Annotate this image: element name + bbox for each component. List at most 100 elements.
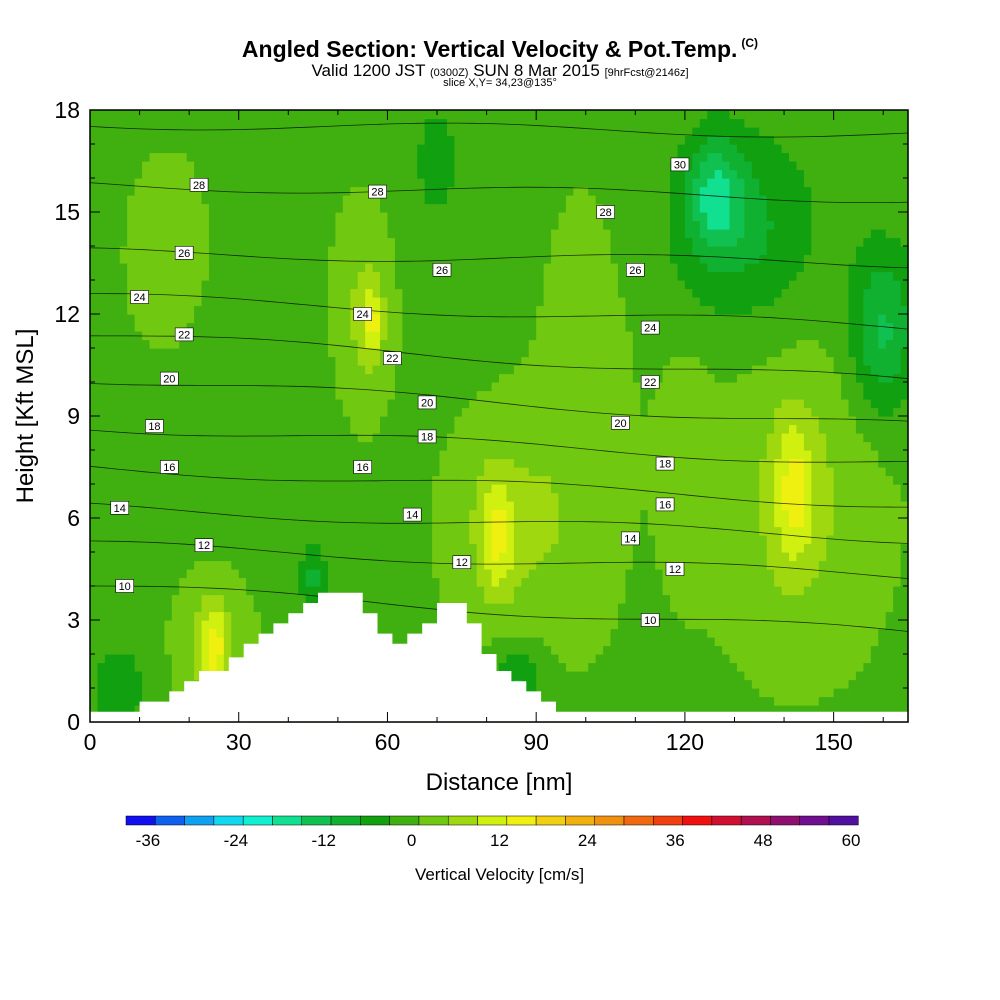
velocity-cell bbox=[670, 705, 679, 715]
velocity-cell bbox=[476, 526, 485, 536]
velocity-cell bbox=[543, 399, 552, 409]
velocity-cell bbox=[223, 373, 232, 383]
velocity-cell bbox=[900, 671, 909, 681]
velocity-cell bbox=[439, 586, 448, 596]
velocity-cell bbox=[603, 569, 612, 579]
velocity-cell bbox=[803, 543, 812, 553]
velocity-cell bbox=[707, 424, 716, 434]
velocity-cell bbox=[201, 331, 210, 341]
velocity-cell bbox=[134, 560, 143, 570]
velocity-cell bbox=[744, 705, 753, 715]
velocity-cell bbox=[253, 373, 262, 383]
velocity-cell bbox=[409, 424, 418, 434]
velocity-cell bbox=[261, 365, 270, 375]
velocity-cell bbox=[380, 390, 389, 400]
velocity-cell bbox=[104, 373, 113, 383]
velocity-cell bbox=[841, 509, 850, 519]
velocity-cell bbox=[298, 501, 307, 511]
velocity-cell bbox=[878, 671, 887, 681]
velocity-cell bbox=[223, 611, 232, 621]
velocity-cell bbox=[729, 679, 738, 689]
velocity-cell bbox=[848, 348, 857, 358]
velocity-cell bbox=[863, 637, 872, 647]
velocity-cell bbox=[870, 390, 879, 400]
velocity-cell bbox=[335, 535, 344, 545]
velocity-cell bbox=[699, 484, 708, 494]
velocity-cell bbox=[499, 450, 508, 460]
velocity-cell bbox=[751, 611, 760, 621]
velocity-cell bbox=[476, 467, 485, 477]
velocity-cell bbox=[194, 416, 203, 426]
velocity-cell bbox=[759, 433, 768, 443]
velocity-cell bbox=[223, 331, 232, 341]
velocity-cell bbox=[699, 577, 708, 587]
velocity-cell bbox=[736, 620, 745, 630]
velocity-cell bbox=[625, 586, 634, 596]
velocity-cell bbox=[439, 594, 448, 604]
velocity-cell bbox=[417, 560, 426, 570]
velocity-cell bbox=[491, 526, 500, 536]
velocity-cell bbox=[283, 484, 292, 494]
velocity-cell bbox=[342, 365, 351, 375]
velocity-cell bbox=[722, 594, 731, 604]
velocity-cell bbox=[803, 654, 812, 664]
velocity-cell bbox=[632, 620, 641, 630]
velocity-cell bbox=[179, 475, 188, 485]
velocity-cell bbox=[491, 433, 500, 443]
velocity-cell bbox=[893, 679, 902, 689]
velocity-cell bbox=[848, 620, 857, 630]
velocity-cell bbox=[238, 628, 247, 638]
velocity-cell bbox=[536, 407, 545, 417]
velocity-cell bbox=[208, 382, 218, 392]
velocity-cell bbox=[878, 705, 887, 715]
velocity-cell bbox=[484, 348, 493, 358]
velocity-cell bbox=[231, 458, 240, 468]
velocity-cell bbox=[313, 424, 322, 434]
velocity-cell bbox=[632, 552, 641, 562]
velocity-cell bbox=[313, 407, 322, 417]
velocity-cell bbox=[692, 484, 701, 494]
velocity-cell bbox=[208, 416, 218, 426]
velocity-cell bbox=[565, 679, 574, 689]
velocity-cell bbox=[372, 535, 381, 545]
velocity-cell bbox=[499, 611, 508, 621]
velocity-cell bbox=[469, 356, 478, 366]
velocity-cell bbox=[97, 552, 106, 562]
velocity-cell bbox=[394, 518, 403, 528]
velocity-cell bbox=[335, 433, 344, 443]
velocity-cell bbox=[194, 339, 203, 349]
velocity-cell bbox=[744, 628, 753, 638]
velocity-cell bbox=[863, 365, 872, 375]
velocity-cell bbox=[580, 679, 589, 689]
velocity-cell bbox=[848, 339, 857, 349]
velocity-cell bbox=[290, 543, 299, 553]
velocity-cell bbox=[796, 696, 805, 706]
velocity-cell bbox=[818, 560, 827, 570]
velocity-cell bbox=[402, 518, 411, 528]
velocity-cell bbox=[625, 679, 634, 689]
velocity-cell bbox=[90, 679, 99, 689]
velocity-cell bbox=[365, 484, 374, 494]
velocity-cell bbox=[186, 628, 195, 638]
velocity-cell bbox=[551, 475, 560, 485]
velocity-cell bbox=[320, 458, 329, 468]
velocity-cell bbox=[432, 586, 441, 596]
velocity-cell bbox=[104, 637, 113, 647]
velocity-cell bbox=[253, 331, 262, 341]
velocity-cell bbox=[603, 696, 612, 706]
velocity-cell bbox=[454, 535, 463, 545]
velocity-cell bbox=[707, 433, 716, 443]
velocity-cell bbox=[699, 679, 708, 689]
velocity-cell bbox=[208, 484, 218, 494]
velocity-cell bbox=[595, 662, 604, 672]
velocity-cell bbox=[692, 662, 701, 672]
velocity-cell bbox=[394, 552, 403, 562]
velocity-cell bbox=[707, 509, 716, 519]
velocity-cell bbox=[320, 535, 329, 545]
velocity-cell bbox=[677, 433, 686, 443]
velocity-cell bbox=[417, 407, 426, 417]
velocity-cell bbox=[692, 467, 701, 477]
velocity-cell bbox=[774, 628, 783, 638]
velocity-cell bbox=[164, 450, 173, 460]
velocity-cell bbox=[528, 560, 537, 570]
